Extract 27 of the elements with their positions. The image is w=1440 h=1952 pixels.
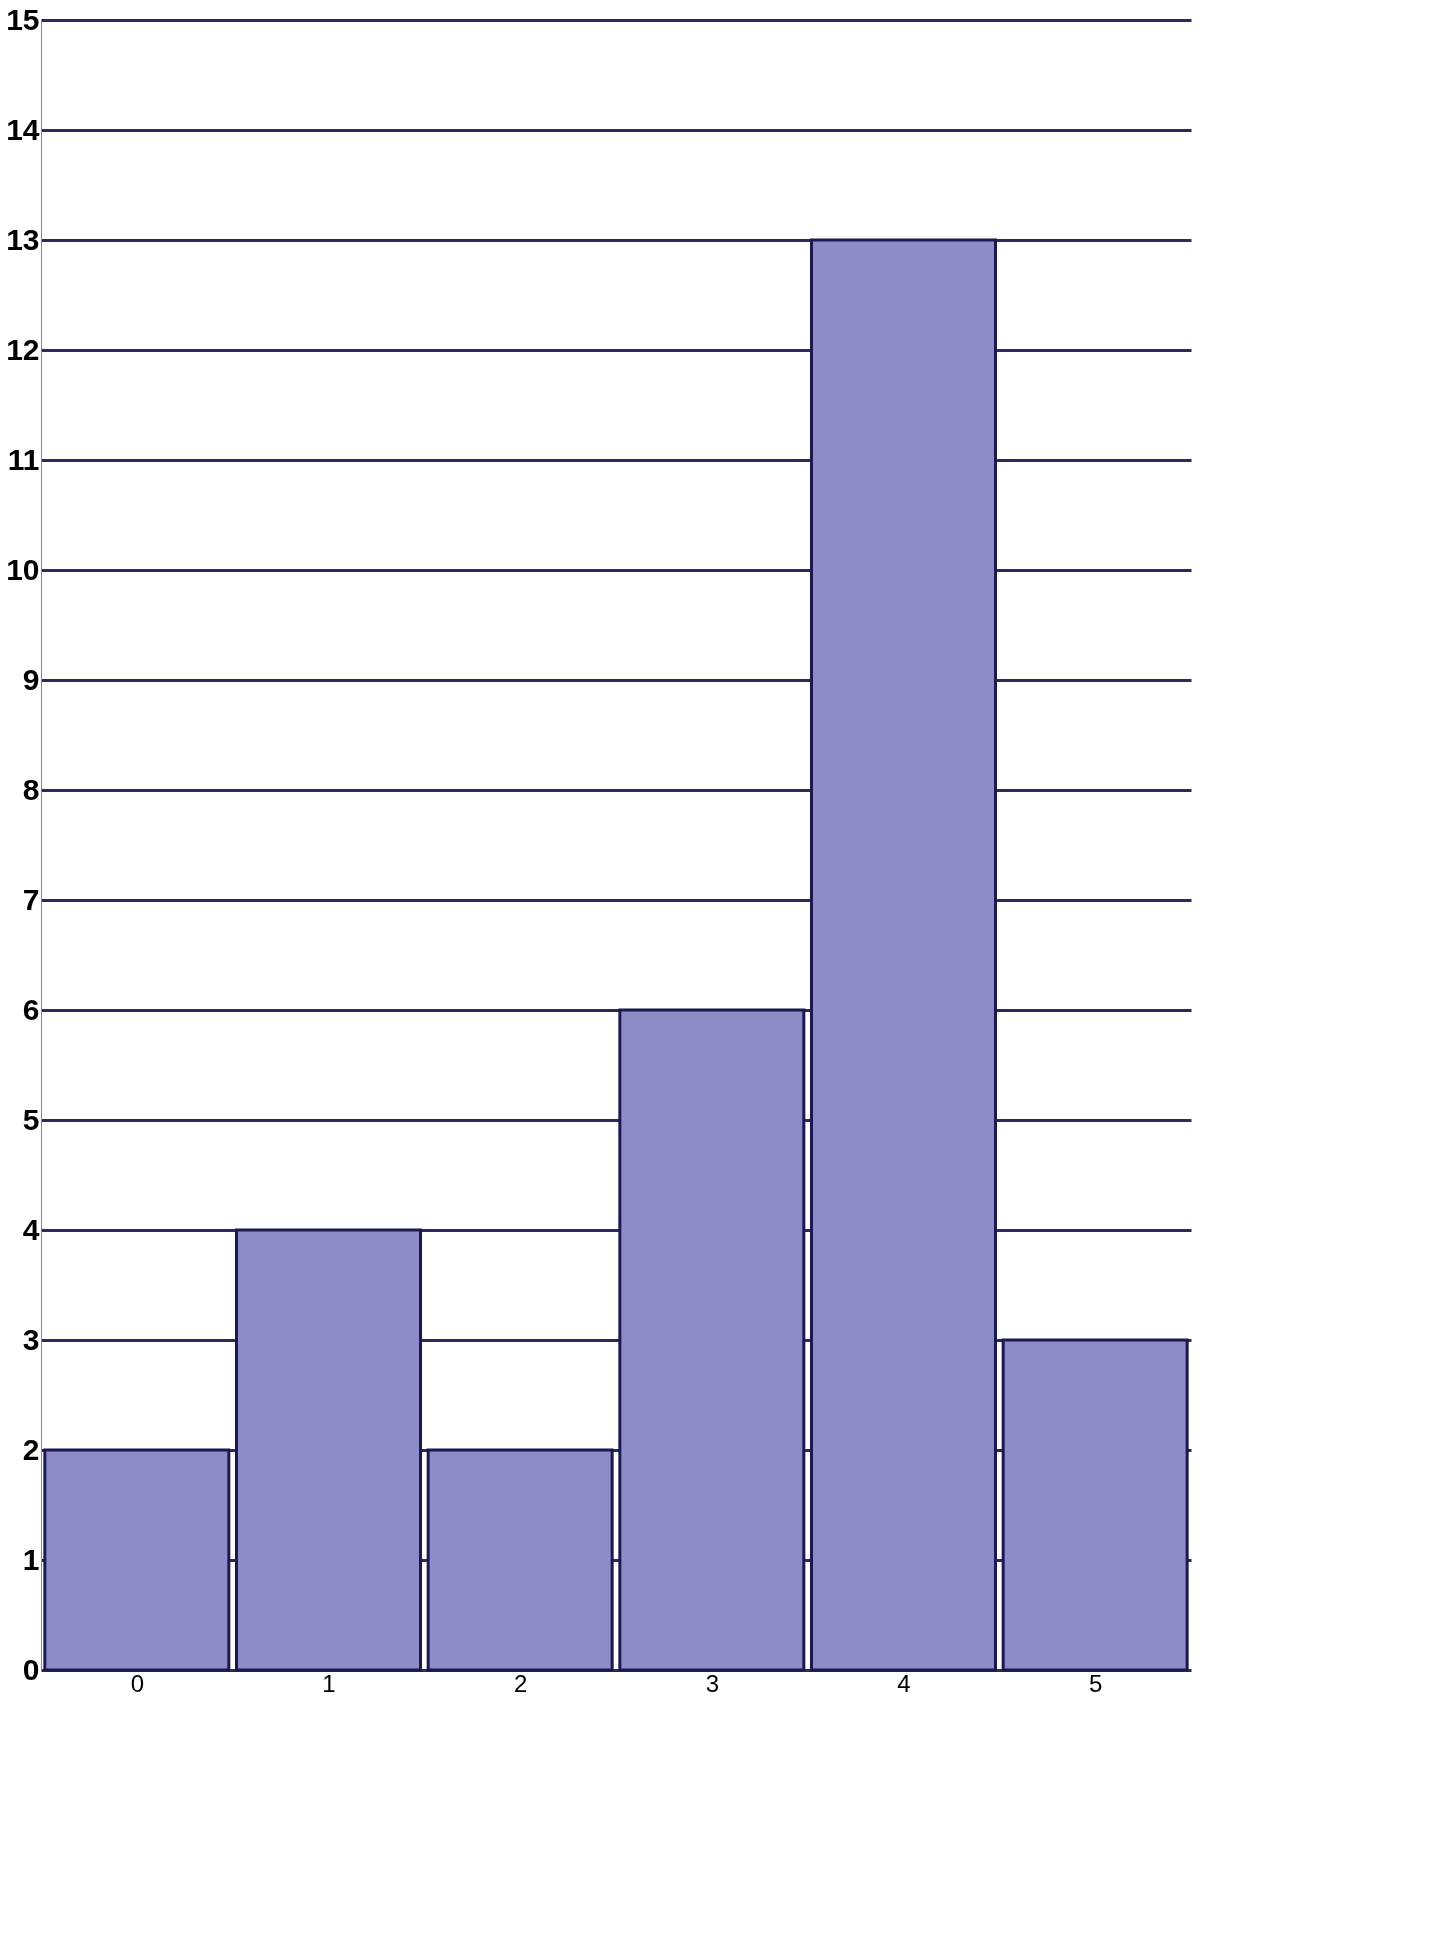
y-tick-label: 13 xyxy=(6,222,40,256)
x-tick-label: 2 xyxy=(513,1669,528,1697)
bar xyxy=(618,1008,806,1672)
bar xyxy=(810,238,997,1672)
y-tick-label: 2 xyxy=(22,1432,40,1466)
y-tick-label: 6 xyxy=(22,992,40,1026)
y-tick-label: 4 xyxy=(22,1212,40,1246)
y-tick-label: 11 xyxy=(7,442,40,476)
x-tick-label: 4 xyxy=(897,1669,911,1697)
bar xyxy=(235,1228,422,1672)
y-tick-label: 15 xyxy=(6,2,40,36)
bar xyxy=(43,1448,231,1672)
y-tick-label: 3 xyxy=(22,1322,40,1356)
x-tick-label: 5 xyxy=(1088,1669,1103,1697)
y-tick-label: 10 xyxy=(6,552,40,586)
x-tick-label: 3 xyxy=(705,1669,720,1697)
y-tick-label: 9 xyxy=(22,662,40,696)
y-tick-label: 12 xyxy=(6,332,40,366)
x-tick-label: 1 xyxy=(322,1669,336,1697)
y-tick-label: 14 xyxy=(6,112,40,146)
y-tick-label: 8 xyxy=(22,772,40,806)
y-tick-label: 1 xyxy=(22,1542,40,1576)
y-tick-label: 7 xyxy=(22,882,40,916)
bar xyxy=(426,1448,614,1672)
bar xyxy=(1001,1338,1189,1672)
x-tick-label: 0 xyxy=(130,1669,145,1697)
y-tick-label: 5 xyxy=(22,1102,40,1136)
